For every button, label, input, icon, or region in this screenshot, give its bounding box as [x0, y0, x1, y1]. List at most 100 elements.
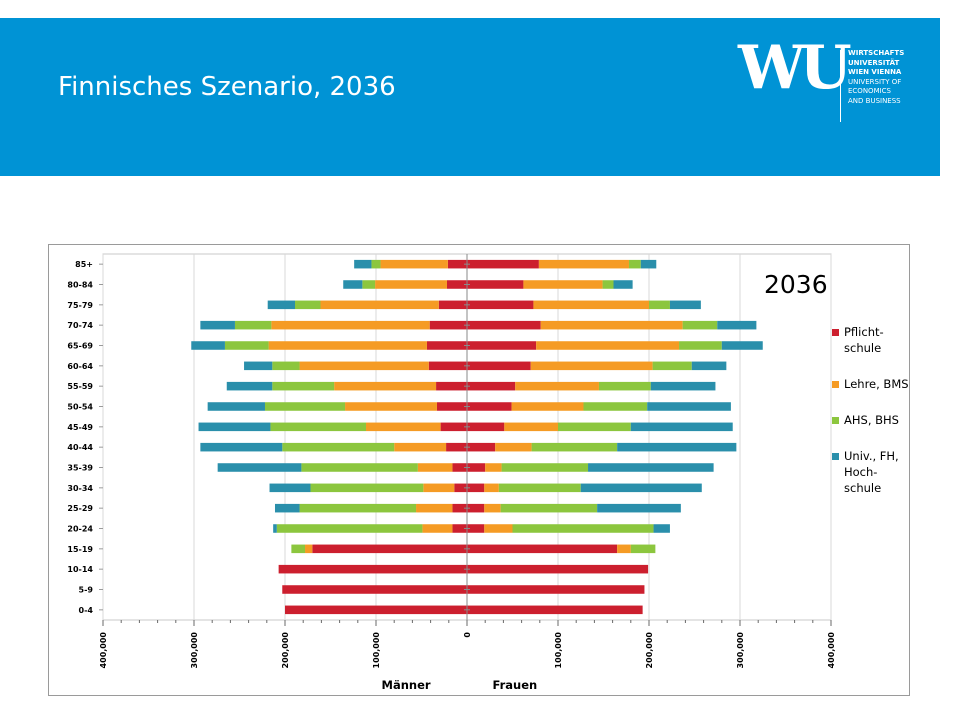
x-group-label-men: Männer	[382, 678, 431, 692]
y-tick-label: 80-84	[67, 281, 93, 290]
bar-men-segment	[417, 463, 453, 472]
bar-men-segment	[436, 402, 467, 411]
logo-text-line: AND BUSINESS	[848, 96, 901, 105]
bar-men-segment	[375, 280, 447, 289]
bar-women-segment	[682, 320, 718, 330]
x-tick-label: 100,000	[372, 632, 381, 669]
bar-men-segment	[285, 605, 467, 615]
bar-women-segment	[467, 564, 649, 574]
bar-men-segment	[446, 442, 467, 452]
y-tick-label: 75-79	[67, 301, 93, 310]
bar-men-segment	[274, 503, 300, 513]
bar-women-segment	[467, 422, 505, 432]
y-tick-label: 65-69	[67, 342, 93, 351]
bar-men-segment	[264, 402, 346, 411]
bar-women-segment	[588, 463, 714, 472]
bar-women-segment	[669, 300, 701, 310]
bar-women-segment	[583, 402, 648, 411]
bar-women-segment	[598, 381, 651, 391]
bar-women-segment	[500, 503, 598, 513]
bar-men-segment	[447, 259, 467, 269]
bar-women-segment	[652, 361, 692, 371]
y-tick-label: 40-44	[67, 443, 93, 452]
x-tick-label: 300,000	[736, 632, 745, 669]
wu-logo: WU WIRTSCHAFTS UNIVERSITÄT WIEN VIENNA UNIV…	[738, 36, 928, 140]
legend-label: Lehre, BMS	[844, 377, 909, 391]
bar-women-segment	[485, 463, 502, 472]
logo-mark: WU	[738, 33, 852, 103]
y-tick-label: 55-59	[67, 382, 93, 391]
bar-women-segment	[538, 259, 629, 269]
bar-men-segment	[354, 259, 372, 269]
bar-women-segment	[484, 483, 499, 493]
legend-swatch	[832, 329, 839, 336]
bar-women-segment	[580, 483, 702, 493]
bar-women-segment	[467, 280, 524, 289]
bar-men-segment	[312, 544, 467, 554]
bar-men-segment	[422, 524, 453, 533]
chart-area: 0-4 5-9 10-14 15-19 20-24 25-29 30-34 35-39 40-4…	[48, 244, 910, 696]
y-tick-label: 85+	[75, 260, 93, 269]
bar-men-segment	[452, 524, 467, 533]
legend-item: Lehre, BMS	[832, 376, 922, 392]
bar-women-segment	[617, 544, 631, 554]
bar-women-segment	[467, 381, 516, 391]
y-tick-label: 5-9	[79, 586, 94, 595]
y-tick-label: 20-24	[67, 525, 93, 534]
bar-women-segment	[501, 463, 589, 472]
page-title: Finnisches Szenario, 2036	[58, 72, 396, 102]
bar-women-segment	[467, 361, 531, 371]
bar-women-segment	[530, 361, 653, 371]
logo-text-line: WIRTSCHAFTS	[848, 49, 905, 57]
bar-women-segment	[540, 320, 683, 330]
bar-women-segment	[691, 361, 727, 371]
bar-men-segment	[394, 442, 447, 452]
bar-men-segment	[365, 422, 441, 432]
bar-men-segment	[436, 381, 467, 391]
bar-women-segment	[467, 463, 486, 472]
bar-men-segment	[224, 341, 269, 350]
y-tick-label: 25-29	[67, 504, 93, 513]
bar-women-segment	[628, 259, 641, 269]
legend-item: Pflicht-schule	[832, 324, 922, 356]
logo-text-line: WIEN VIENNA	[848, 68, 902, 76]
bar-men-segment	[244, 361, 273, 371]
bar-men-segment	[428, 361, 467, 371]
bar-women-segment	[467, 402, 512, 411]
legend-label: schule	[844, 481, 882, 495]
bar-women-segment	[467, 483, 485, 493]
y-tick-label: 35-39	[67, 464, 93, 473]
bar-men-segment	[452, 463, 467, 472]
bar-men-segment	[301, 463, 418, 472]
bar-women-segment	[630, 422, 733, 432]
bar-women-segment	[467, 259, 539, 269]
y-tick-label: 15-19	[67, 545, 93, 554]
x-tick-label: 400,000	[827, 632, 836, 669]
bar-women-segment	[533, 300, 649, 310]
bar-men-segment	[345, 402, 437, 411]
bar-women-segment	[467, 300, 534, 310]
logo-text-line: UNIVERSITY OF	[848, 77, 902, 86]
bar-men-segment	[273, 524, 277, 533]
bar-women-segment	[640, 259, 657, 269]
bar-men-segment	[446, 280, 467, 289]
bar-men-segment	[334, 381, 437, 391]
bar-women-segment	[653, 524, 670, 533]
bar-women-segment	[617, 442, 737, 452]
bar-men-segment	[426, 341, 467, 350]
bar-men-segment	[299, 503, 417, 513]
bar-men-segment	[416, 503, 453, 513]
bar-men-segment	[282, 585, 467, 594]
bar-women-segment	[613, 280, 633, 289]
bar-women-segment	[515, 381, 599, 391]
legend-label: AHS, BHS	[844, 413, 899, 427]
x-tick-label: 300,000	[190, 632, 199, 669]
bar-men-segment	[272, 361, 300, 371]
bar-women-segment	[467, 442, 496, 452]
bar-men-segment	[454, 483, 467, 493]
bar-women-segment	[721, 341, 763, 350]
bar-men-segment	[270, 422, 366, 432]
bar-men-segment	[278, 564, 467, 574]
y-tick-label: 50-54	[67, 403, 93, 412]
x-tick-label: 200,000	[281, 632, 290, 669]
